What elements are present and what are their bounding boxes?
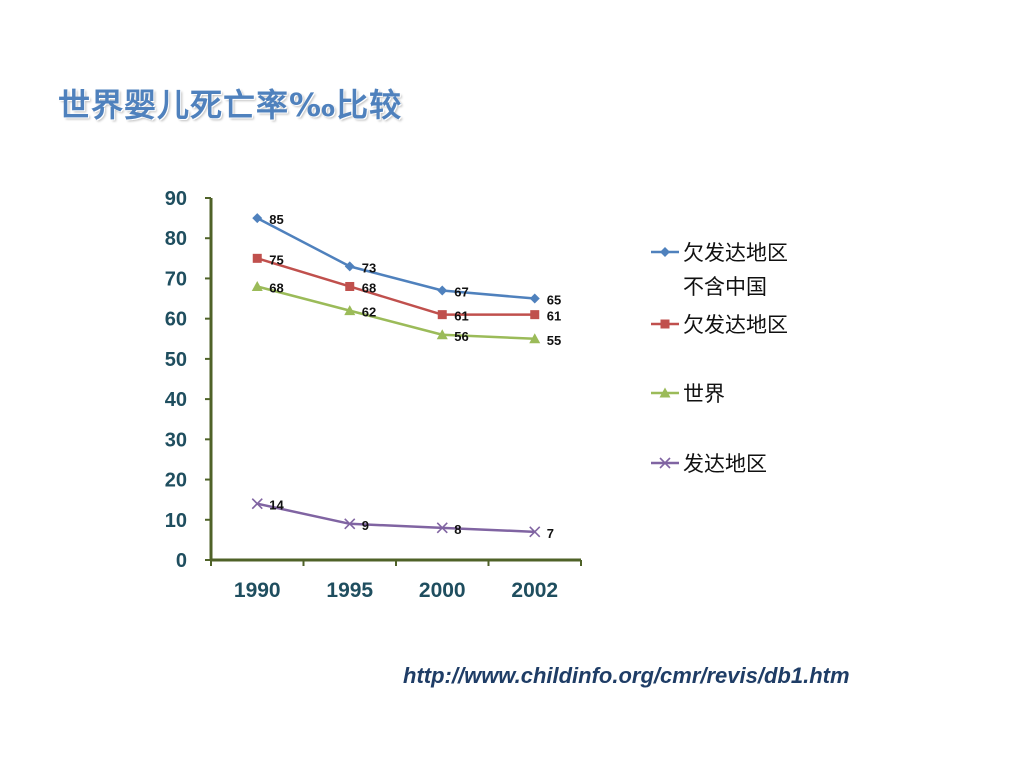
data-label: 62: [362, 305, 376, 320]
x-tick-label: 2002: [511, 579, 558, 602]
data-point: [437, 310, 447, 320]
data-point: [251, 498, 263, 510]
data-label: 85: [269, 212, 283, 227]
chart-axes: 0 10 20 30 40 50 60 70 80 90 1990 1995 2000 2002: [165, 188, 582, 602]
data-point: [436, 329, 448, 340]
data-label: 61: [454, 309, 468, 324]
data-label: 9: [362, 518, 369, 533]
data-label: 68: [362, 280, 376, 295]
x-tick-label: 1995: [326, 579, 373, 602]
data-point: [252, 213, 263, 224]
data-point: [251, 280, 263, 291]
data-point: [529, 526, 541, 538]
series-line: [256, 257, 535, 316]
data-label: 73: [362, 260, 376, 275]
y-tick-label: 10: [165, 510, 187, 532]
source-link[interactable]: http://www.childinfo.org/cmr/revis/db1.h…: [403, 663, 850, 688]
slide-title: 世界婴儿死亡率‰比较: [58, 86, 403, 124]
data-point: [345, 281, 355, 291]
series-1: 85 73 67 65: [252, 212, 561, 308]
y-tick-label: 50: [165, 349, 187, 371]
legend-label: 欠发达地区: [683, 241, 788, 265]
data-label: 56: [454, 329, 468, 344]
chart-series: 85 73 67 65 75 68 61 61 68 62 56 55 14 9 8 7: [251, 212, 561, 541]
data-label: 14: [269, 498, 284, 513]
y-tick-label: 0: [176, 550, 187, 572]
data-point: [344, 261, 355, 272]
series-line: [256, 285, 535, 341]
legend-item-2: 欠发达地区: [651, 313, 788, 337]
y-tick-label: 20: [165, 470, 187, 492]
data-label: 7: [547, 526, 554, 541]
y-tick-label: 30: [165, 429, 187, 451]
y-tick-label: 40: [165, 389, 187, 411]
legend-marker: [660, 319, 670, 329]
data-point: [436, 522, 448, 534]
data-point: [252, 253, 262, 263]
y-tick-label: 80: [165, 228, 187, 250]
series-3: 68 62 56 55: [251, 280, 561, 348]
legend-label: 欠发达地区: [683, 313, 788, 337]
series-2: 75 68 61 61: [252, 252, 561, 324]
x-tick-label: 1990: [234, 579, 281, 602]
data-point: [344, 518, 356, 530]
legend-marker: [660, 247, 670, 257]
legend-label: 世界: [683, 382, 725, 406]
data-label: 8: [454, 522, 461, 537]
data-label: 67: [454, 285, 468, 300]
data-label: 68: [269, 280, 283, 295]
series-4: 14 9 8 7: [251, 498, 554, 541]
legend-label: 发达地区: [683, 452, 767, 476]
y-tick-label: 90: [165, 188, 187, 210]
y-tick-label: 60: [165, 309, 187, 331]
y-tick-label: 70: [165, 268, 187, 290]
data-label: 61: [547, 309, 561, 324]
data-point: [529, 333, 541, 344]
data-point: [344, 305, 356, 316]
legend-label: 不含中国: [683, 275, 767, 299]
legend-item-4: 发达地区: [651, 452, 767, 476]
data-label: 75: [269, 252, 283, 267]
legend-marker: [659, 387, 671, 398]
data-point: [530, 310, 540, 320]
data-label: 55: [547, 333, 561, 348]
series-line: [256, 502, 535, 534]
legend-marker: [659, 457, 671, 469]
data-point: [437, 285, 448, 296]
legend-item-3: 世界: [651, 382, 725, 406]
data-label: 65: [547, 293, 561, 308]
x-tick-label: 2000: [419, 579, 466, 602]
data-point: [529, 293, 540, 304]
series-line: [256, 217, 535, 300]
